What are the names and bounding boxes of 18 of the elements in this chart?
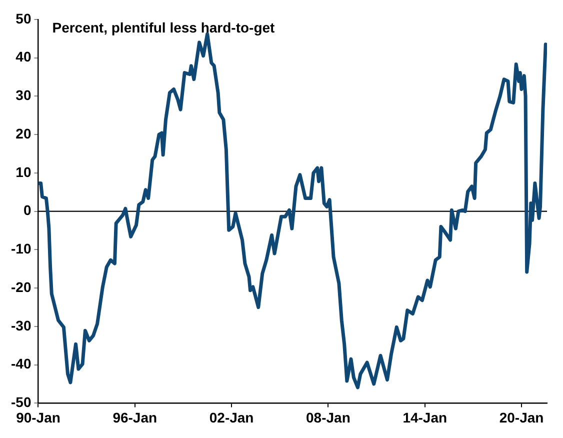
y-tick-label: -20 bbox=[11, 278, 32, 295]
y-tick-label: 50 bbox=[16, 10, 32, 26]
y-tick-label: 0 bbox=[23, 202, 32, 218]
x-tick-label: 20-Jan bbox=[499, 409, 544, 426]
y-tick-label: 30 bbox=[16, 87, 32, 104]
x-tick-label: 08-Jan bbox=[306, 409, 350, 426]
x-tick-label: 96-Jan bbox=[112, 409, 158, 426]
y-tick-label: 40 bbox=[16, 48, 32, 65]
y-tick-label: 20 bbox=[16, 125, 32, 142]
x-tick-label: 90-Jan bbox=[16, 409, 60, 426]
y-tick-label: -30 bbox=[11, 317, 32, 334]
y-tick-label: 10 bbox=[16, 164, 32, 180]
y-tick-label: -50 bbox=[11, 394, 32, 410]
chart-title: Percent, plentiful less hard-to-get bbox=[52, 19, 276, 36]
y-tick-label: -40 bbox=[11, 356, 32, 372]
x-tick-label: 14-Jan bbox=[402, 409, 448, 426]
x-tick-label: 02-Jan bbox=[209, 409, 254, 426]
y-tick-label: -10 bbox=[11, 240, 32, 257]
